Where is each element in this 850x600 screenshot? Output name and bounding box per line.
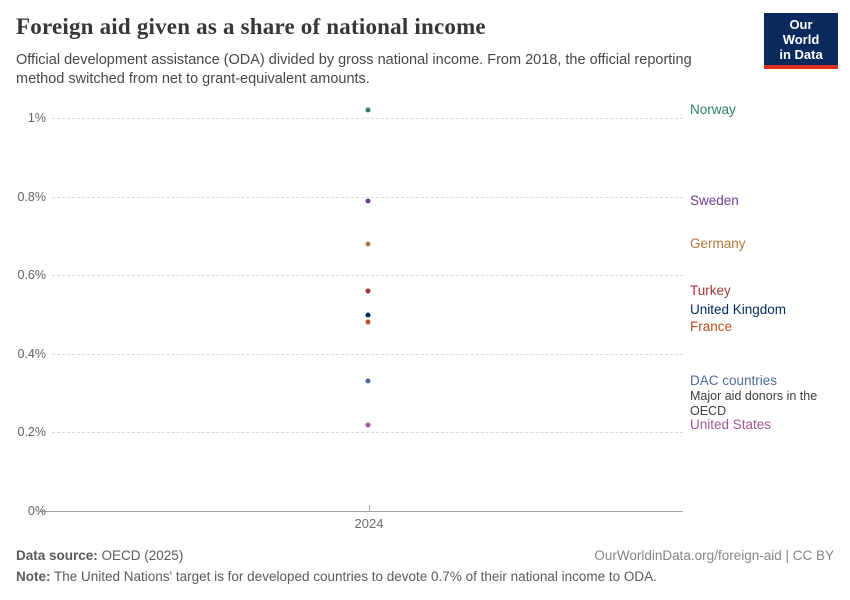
data-source-line: Data source: OECD (2025) (16, 548, 183, 563)
x-axis-tick-label: 2024 (354, 516, 384, 531)
series-label-dac-countries[interactable]: DAC countries (690, 373, 778, 389)
footer: Data source: OECD (2025) OurWorldinData.… (16, 548, 834, 563)
data-point-united-kingdom[interactable] (365, 312, 371, 317)
x-axis-tick (369, 505, 370, 511)
series-label-norway[interactable]: Norway (690, 102, 736, 118)
owid-logo[interactable]: Our World in Data (764, 13, 838, 69)
data-source-label: Data source: (16, 548, 98, 563)
page-title: Foreign aid given as a share of national… (16, 14, 486, 39)
attribution-link[interactable]: OurWorldinData.org/foreign-aid | CC BY (594, 548, 834, 563)
note-text: The United Nations' target is for develo… (50, 569, 657, 584)
series-label-germany[interactable]: Germany (690, 235, 746, 251)
series-label-united-states[interactable]: United States (690, 416, 772, 432)
chart-subtitle: Official development assistance (ODA) di… (16, 52, 692, 87)
y-axis-tick-label: 0.8% (17, 189, 47, 204)
owid-logo-line2: in Data (779, 47, 823, 62)
data-point-france[interactable] (365, 319, 371, 325)
data-point-united-states[interactable] (365, 422, 371, 428)
series-label-united-kingdom[interactable]: United Kingdom (690, 301, 787, 317)
data-point-norway[interactable] (365, 107, 371, 113)
data-point-turkey[interactable] (365, 288, 371, 294)
gridline (52, 275, 683, 277)
y-axis-tick-label: 0% (27, 504, 46, 518)
series-label-sweden[interactable]: Sweden (690, 192, 739, 208)
series-sublabel: Major aid donors in the OECD (690, 389, 818, 418)
gridline (52, 353, 683, 355)
gridline (52, 432, 683, 434)
series-label-france[interactable]: France (690, 319, 733, 335)
y-axis-tick-label: 0.2% (17, 425, 47, 440)
y-axis-tick-label: 0.6% (17, 268, 47, 283)
gridline (52, 196, 683, 198)
series-label-turkey[interactable]: Turkey (690, 282, 731, 298)
note-label: Note: (16, 569, 51, 584)
data-point-sweden[interactable] (365, 198, 371, 204)
data-source-value: OECD (2025) (97, 548, 184, 563)
data-point-germany[interactable] (365, 241, 371, 247)
owid-logo-line1: Our World (782, 17, 820, 47)
y-axis-tick-label: 1% (27, 111, 46, 125)
gridline (52, 118, 683, 119)
data-point-dac-countries[interactable] (365, 378, 371, 384)
y-axis-tick-label: 0.4% (17, 346, 47, 361)
x-axis-line (40, 511, 683, 512)
footer-note: Note: The United Nations' target is for … (16, 569, 834, 584)
